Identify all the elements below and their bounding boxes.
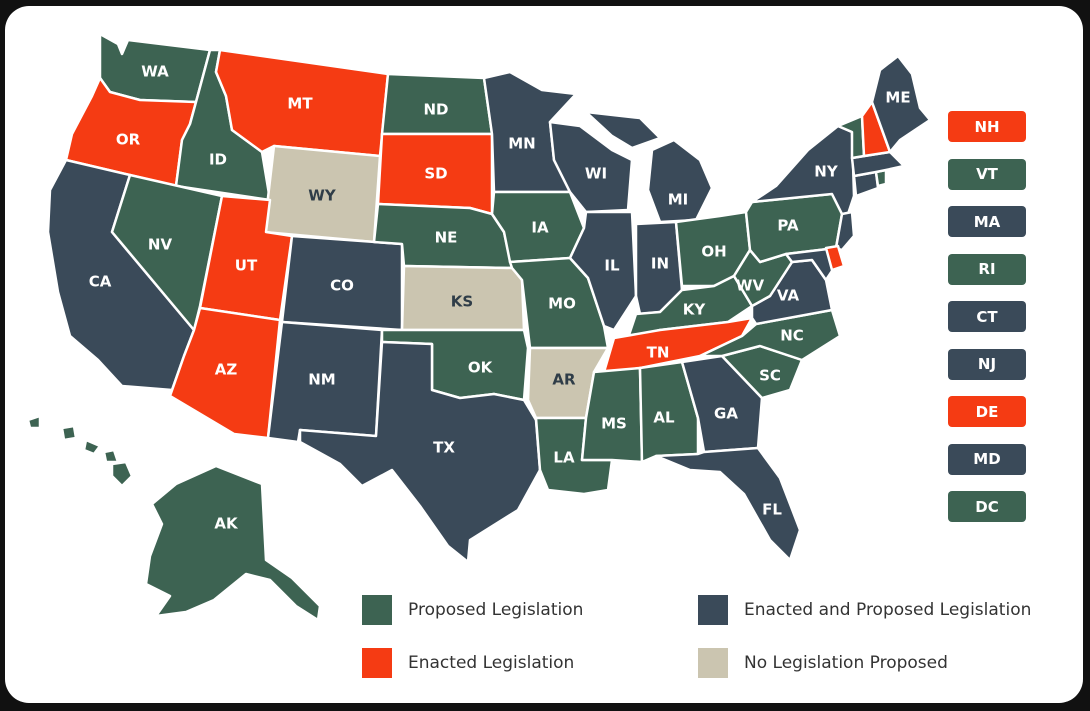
badge-de[interactable]: DE bbox=[948, 396, 1026, 427]
state-SD-label: SD bbox=[424, 165, 447, 183]
state-HI[interactable]: HI bbox=[26, 414, 134, 488]
state-UT-label: UT bbox=[235, 257, 258, 275]
state-AK-label: AK bbox=[214, 515, 239, 533]
state-MS-label: MS bbox=[601, 415, 627, 433]
state-FL[interactable]: FL bbox=[654, 446, 802, 562]
state-WY[interactable]: WY bbox=[262, 144, 382, 244]
badge-ct[interactable]: CT bbox=[948, 301, 1026, 332]
state-PA-label: PA bbox=[777, 217, 799, 235]
legend-none-swatch bbox=[698, 648, 728, 678]
state-NE-label: NE bbox=[435, 229, 458, 247]
map-frame: WA OR CA ID NV MT WY UT bbox=[5, 6, 1083, 703]
state-NJ[interactable] bbox=[834, 210, 856, 252]
state-ME-label: ME bbox=[885, 89, 910, 107]
state-WV-label: WV bbox=[736, 277, 765, 295]
state-NY[interactable]: NY bbox=[750, 124, 856, 216]
state-AL-label: AL bbox=[653, 409, 675, 427]
legend-enacted-swatch bbox=[362, 648, 392, 678]
legend-enacted-and-proposed-label: Enacted and Proposed Legislation bbox=[744, 600, 1032, 620]
state-OK-label: OK bbox=[468, 359, 494, 377]
badge-ma[interactable]: MA bbox=[948, 206, 1026, 237]
state-AZ[interactable]: AZ bbox=[168, 306, 282, 440]
badge-nh[interactable]: NH bbox=[948, 111, 1026, 142]
badge-nj[interactable]: NJ bbox=[948, 348, 1026, 380]
state-MI-upper bbox=[584, 110, 662, 150]
legend-enacted-and-proposed: Enacted and Proposed Legislation bbox=[698, 595, 1031, 625]
state-TN-label: TN bbox=[647, 344, 670, 362]
state-MO-label: MO bbox=[548, 295, 576, 313]
legend-none-label: No Legislation Proposed bbox=[744, 653, 948, 673]
state-NM-label: NM bbox=[308, 371, 335, 389]
badge-ri[interactable]: RI bbox=[948, 253, 1026, 285]
badge-md[interactable]: MD bbox=[948, 443, 1026, 475]
legend-proposed-label: Proposed Legislation bbox=[408, 600, 584, 620]
state-NC-label: NC bbox=[780, 327, 804, 345]
legend-enacted-and-proposed-swatch bbox=[698, 595, 728, 625]
state-KS[interactable]: KS bbox=[400, 264, 526, 332]
badge-vt[interactable]: VT bbox=[948, 158, 1026, 190]
legend-proposed: Proposed Legislation bbox=[362, 595, 583, 625]
state-ME[interactable]: ME bbox=[870, 54, 932, 154]
state-CO-label: CO bbox=[330, 277, 354, 295]
state-MT-label: MT bbox=[287, 95, 313, 113]
state-WA-label: WA bbox=[141, 63, 169, 81]
state-LA-label: LA bbox=[553, 449, 575, 467]
state-IA-label: IA bbox=[531, 219, 549, 237]
state-NY-label: NY bbox=[814, 163, 839, 181]
state-ID-label: ID bbox=[209, 151, 227, 169]
state-MT[interactable]: MT bbox=[214, 48, 390, 158]
state-AZ-label: AZ bbox=[215, 361, 238, 379]
state-GA-label: GA bbox=[714, 405, 738, 423]
state-TX[interactable]: TX bbox=[298, 340, 542, 564]
state-NC[interactable]: NC bbox=[698, 308, 842, 362]
state-VA-label: VA bbox=[777, 287, 800, 305]
badge-dc[interactable]: DC bbox=[948, 491, 1026, 522]
state-IL-label: IL bbox=[604, 257, 620, 275]
state-CO[interactable]: CO bbox=[280, 234, 404, 332]
state-WY-label: WY bbox=[308, 187, 337, 205]
state-MI-label: MI bbox=[668, 191, 689, 209]
state-HI-label: HI bbox=[71, 453, 89, 471]
state-TX-label: TX bbox=[433, 439, 455, 457]
state-KY-label: KY bbox=[683, 301, 707, 319]
state-OH-label: OH bbox=[701, 243, 726, 261]
state-MN-label: MN bbox=[508, 135, 535, 153]
legend-none: No Legislation Proposed bbox=[698, 648, 948, 678]
legend-enacted: Enacted Legislation bbox=[362, 648, 574, 678]
state-DE[interactable] bbox=[824, 244, 846, 272]
state-SD[interactable]: SD bbox=[376, 132, 494, 216]
state-CA-label: CA bbox=[89, 273, 112, 291]
state-MI[interactable]: MI bbox=[584, 110, 714, 224]
state-WI-label: WI bbox=[585, 165, 607, 183]
legend-enacted-label: Enacted Legislation bbox=[408, 653, 575, 673]
state-AR-label: AR bbox=[552, 371, 576, 389]
us-map: WA OR CA ID NV MT WY UT bbox=[26, 32, 932, 622]
state-NV-label: NV bbox=[148, 236, 173, 254]
state-ND[interactable]: ND bbox=[380, 72, 494, 136]
state-WA[interactable]: WA bbox=[98, 32, 212, 104]
state-SC-label: SC bbox=[759, 367, 781, 385]
state-FL-label: FL bbox=[762, 501, 782, 519]
state-VT[interactable] bbox=[836, 114, 866, 160]
legend-proposed-swatch bbox=[362, 595, 392, 625]
state-WI[interactable]: WI bbox=[548, 120, 634, 214]
state-KS-label: KS bbox=[451, 293, 473, 311]
state-LA[interactable]: LA bbox=[534, 416, 614, 496]
state-IN-label: IN bbox=[651, 255, 669, 273]
state-IL[interactable]: IL bbox=[568, 210, 638, 332]
state-NM[interactable]: NM bbox=[266, 320, 384, 444]
state-ND-label: ND bbox=[423, 101, 448, 119]
state-MS[interactable]: MS bbox=[580, 366, 644, 464]
state-OR-label: OR bbox=[116, 131, 141, 149]
state-AK[interactable]: AK bbox=[144, 464, 322, 622]
